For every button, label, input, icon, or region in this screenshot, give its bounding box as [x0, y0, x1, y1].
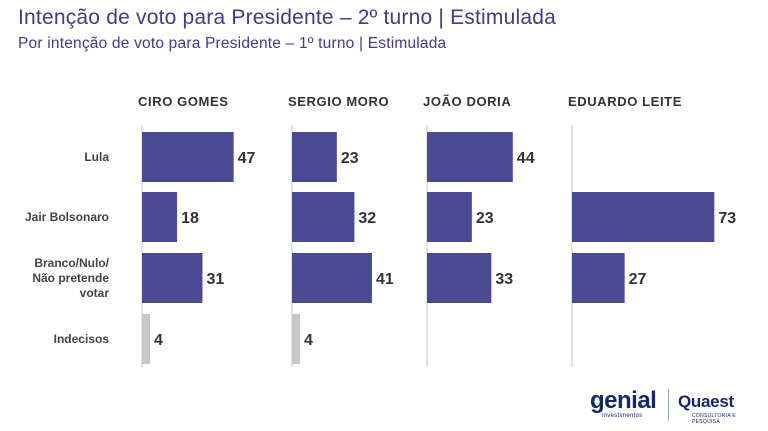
bar	[427, 192, 472, 242]
data-label: 44	[517, 150, 535, 167]
bar	[292, 132, 337, 182]
panel-label: CIRO GOMES	[138, 94, 229, 109]
chart-subtitle: Por intenção de voto para Presidente – 1…	[18, 35, 447, 52]
panel-label: SERGIO MORO	[288, 94, 389, 109]
bar	[142, 192, 178, 242]
bar	[142, 314, 150, 364]
data-label: 23	[476, 210, 494, 227]
bar	[572, 192, 715, 242]
panel-label: EDUARDO LEITE	[568, 94, 682, 109]
genial-logo-subtitle: investimentos	[602, 413, 643, 419]
bar	[292, 253, 372, 303]
bar	[427, 132, 513, 182]
data-label: 33	[495, 271, 513, 288]
row-label: Branco/Nulo/Não pretende votar	[32, 256, 109, 300]
row-label: Indecisos	[54, 332, 110, 346]
bar	[142, 132, 234, 182]
bar	[292, 314, 300, 364]
data-label: 73	[718, 210, 736, 227]
data-label: 32	[358, 210, 376, 227]
logo-divider	[668, 389, 669, 421]
quaest-logo-subtitle: CONSULTORIA E PESQUISA	[692, 413, 737, 425]
data-label: 31	[206, 271, 224, 288]
data-label: 4	[304, 332, 313, 349]
logos: genial investimentos Quaest CONSULTORIA …	[590, 387, 760, 426]
genial-logo: genial	[590, 387, 657, 414]
panel-label: JOÃO DORIA	[423, 94, 511, 109]
data-label: 4	[154, 332, 163, 349]
data-label: 18	[181, 210, 199, 227]
quaest-logo: Quaest	[678, 392, 734, 411]
data-label: 23	[341, 150, 359, 167]
bar	[572, 253, 625, 303]
data-label: 27	[629, 271, 647, 288]
bar	[427, 253, 492, 303]
bar	[142, 253, 203, 303]
data-label: 41	[376, 271, 394, 288]
row-label: Lula	[84, 150, 109, 164]
row-label: Jair Bolsonaro	[25, 210, 109, 224]
chart-title: Intenção de voto para Presidente – 2º tu…	[18, 6, 556, 29]
data-label: 47	[238, 150, 256, 167]
bar	[292, 192, 355, 242]
